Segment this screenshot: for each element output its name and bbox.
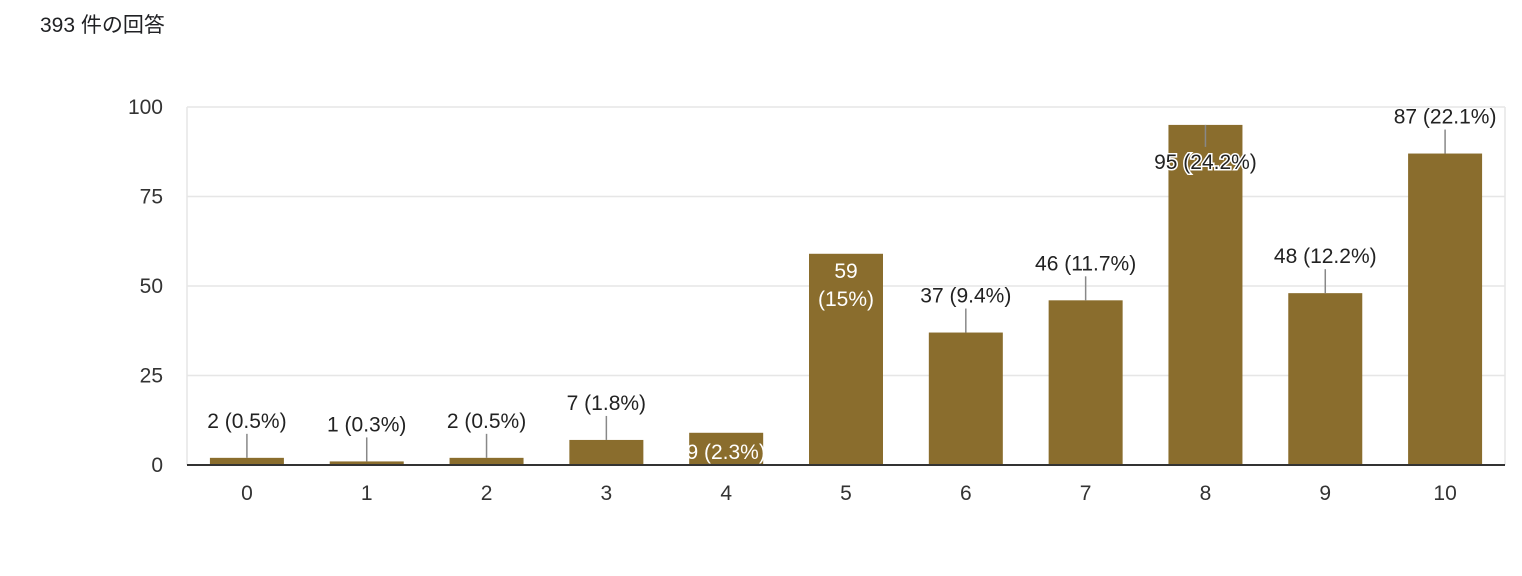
y-tick-label: 75 [140,186,163,209]
bar-9 [1288,293,1363,465]
x-tick-label: 2 [481,482,493,505]
data-label: 87 (22.1%) [1394,106,1497,129]
bar-5 [809,253,883,465]
bar-2 [449,457,524,465]
data-label: 59 (15%) [818,260,874,311]
x-tick-label: 9 [1319,482,1331,505]
x-tick-label: 4 [720,482,732,505]
x-tick-label: 6 [960,482,972,505]
data-label: 37 (9.4%) [920,285,1011,308]
x-tick-label: 1 [361,482,373,505]
x-tick-label: 7 [1080,482,1092,505]
x-tick-label: 8 [1200,482,1212,505]
data-label: 95 (24.2%) [1154,151,1257,174]
y-tick-label: 25 [140,365,163,388]
bar-7 [1048,300,1123,465]
response-count: 393 件の回答 [40,14,165,37]
x-tick-label: 0 [241,482,253,505]
bar-3 [569,439,644,465]
data-label: 2 (0.5%) [207,410,286,433]
x-tick-label: 3 [601,482,613,505]
x-tick-label: 5 [840,482,852,505]
data-label: 7 (1.8%) [567,392,646,415]
bar-6 [928,332,1003,465]
axes: 0 25 50 75 100 0 1 2 3 4 5 6 7 8 9 10 [128,96,1505,505]
data-labels: 2 (0.5%) 1 (0.3%) 2 (0.5%) 7 (1.8%) 9 (2.3%)… [207,106,1496,464]
data-label: 46 (11.7%) [1035,252,1136,275]
x-tick-label: 10 [1433,482,1456,505]
bar-4 [689,432,764,465]
data-label: 1 (0.3%) [327,413,406,436]
bars [209,124,1483,466]
bar-0 [209,457,284,465]
bar-8 [1168,124,1243,466]
bar-1 [329,461,404,465]
data-label: 9 (2.3%) [686,441,765,464]
data-label: 2 (0.5%) [447,410,526,433]
y-tick-label: 0 [151,454,163,477]
y-tick-label: 100 [128,96,163,119]
y-tick-label: 50 [140,275,163,298]
bar-10 [1408,153,1483,466]
data-label: 48 (12.2%) [1274,245,1377,268]
